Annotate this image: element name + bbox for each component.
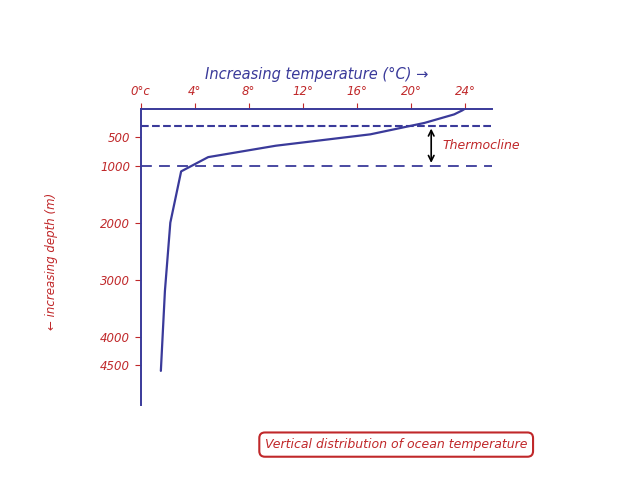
Text: ← increasing depth (m): ← increasing depth (m): [45, 193, 58, 330]
Text: Thermocline: Thermocline: [442, 139, 520, 152]
Text: Increasing temperature (°C) →: Increasing temperature (°C) →: [204, 67, 428, 82]
Text: Vertical distribution of ocean temperature: Vertical distribution of ocean temperatu…: [265, 438, 527, 451]
